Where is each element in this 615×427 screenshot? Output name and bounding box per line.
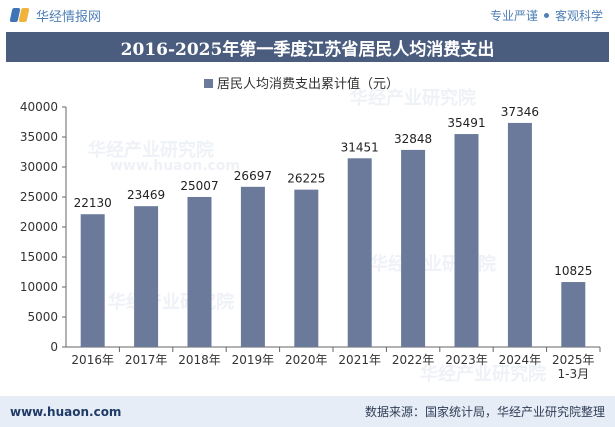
y-tick-label: 15000 (20, 250, 58, 264)
data-label: 31451 (341, 140, 379, 154)
bar[interactable] (240, 186, 265, 347)
x-tick-label-line: 2018年 (178, 353, 221, 367)
x-tick-label: 2024年 (499, 353, 542, 367)
y-tick-label: 30000 (20, 160, 58, 174)
slogan: 专业严谨 客观科学 (490, 7, 615, 24)
x-tick-label-line: 2021年 (338, 353, 381, 367)
x-tick-label: 2018年 (178, 353, 221, 367)
data-label: 37346 (501, 105, 539, 119)
x-tick-label-line: 2025年 (552, 353, 595, 367)
y-tick-label: 35000 (20, 130, 58, 144)
x-tick-label-line: 2019年 (232, 353, 275, 367)
x-tick-label-line: 2017年 (125, 353, 168, 367)
footer: www.huaon.com 数据来源：国家统计局，华经产业研究院整理 (0, 396, 615, 427)
bar[interactable] (454, 134, 479, 347)
x-tick-label: 2023年 (445, 353, 488, 367)
bar[interactable] (561, 282, 586, 347)
chart-title: 2016-2025年第一季度江苏省居民人均消费支出 (120, 39, 495, 60)
bar[interactable] (134, 206, 159, 347)
y-tick-label: 40000 (20, 100, 58, 114)
x-axis: 2016年 2017年 2018年 2019年 2020年 2021年 2022年 2023年… (66, 346, 601, 381)
footer-website[interactable]: www.huaon.com (10, 404, 122, 419)
x-tick-label: 2021年 (338, 353, 381, 367)
data-labels: 22130 23469 25007 26697 26225 31451 32848 35491… (74, 105, 593, 278)
bars (80, 122, 586, 347)
legend-label: 居民人均消费支出累计值（元） (217, 76, 399, 92)
bar[interactable] (187, 196, 212, 347)
brand[interactable]: 华经情报网 (0, 6, 101, 25)
data-label: 35491 (447, 116, 485, 130)
y-tick-label: 10000 (20, 280, 58, 294)
slogan-right: 客观科学 (554, 8, 603, 23)
x-tick-label: 2025年 1-3月 (552, 353, 595, 381)
bar[interactable] (80, 214, 105, 347)
data-label: 25007 (180, 179, 218, 193)
x-tick-label-line: 2020年 (285, 353, 328, 367)
x-tick-label: 2019年 (232, 353, 275, 367)
x-tick-label-line: 2024年 (499, 353, 542, 367)
bar[interactable] (507, 122, 532, 347)
x-tick-label: 2017年 (125, 353, 168, 367)
bullet-dot-icon (543, 12, 549, 18)
data-label: 23469 (127, 188, 165, 202)
x-tick-label: 2020年 (285, 353, 328, 367)
x-tick-label: 2016年 (71, 353, 114, 367)
top-bar: 华经情报网 专业严谨 客观科学 (0, 0, 615, 30)
legend: 居民人均消费支出累计值（元） (204, 76, 399, 92)
x-tick-label-line: 2016年 (71, 353, 114, 367)
bar[interactable] (347, 158, 372, 347)
slogan-left: 专业严谨 (489, 8, 538, 23)
data-label: 10825 (554, 264, 592, 278)
y-axis: 0 5000 10000 15000 20000 25000 30000 35000 40000 (20, 100, 67, 354)
x-tick-label: 2022年 (392, 353, 435, 367)
brand-name: 华经情报网 (36, 9, 102, 25)
bar-chart: 居民人均消费支出累计值（元） 0 5000 10000 15000 20000 25000… (20, 76, 601, 381)
y-tick-label: 0 (50, 340, 58, 354)
x-tick-label-line: 1-3月 (557, 367, 589, 381)
x-tick-label-line: 2023年 (445, 353, 488, 367)
data-label: 26697 (234, 169, 272, 183)
title-bar: 2016-2025年第一季度江苏省居民人均消费支出 (6, 32, 609, 62)
bar[interactable] (401, 149, 426, 347)
y-tick-label: 20000 (20, 220, 58, 234)
bar[interactable] (294, 189, 319, 347)
data-label: 22130 (74, 196, 112, 210)
x-tick-label-line: 2022年 (392, 353, 435, 367)
legend-swatch (204, 79, 213, 88)
data-label: 32848 (394, 132, 432, 146)
footer-source: 数据来源：国家统计局，华经产业研究院整理 (364, 405, 605, 419)
y-tick-label: 25000 (20, 190, 58, 204)
y-tick-label: 5000 (27, 310, 58, 324)
data-label: 26225 (287, 172, 325, 186)
